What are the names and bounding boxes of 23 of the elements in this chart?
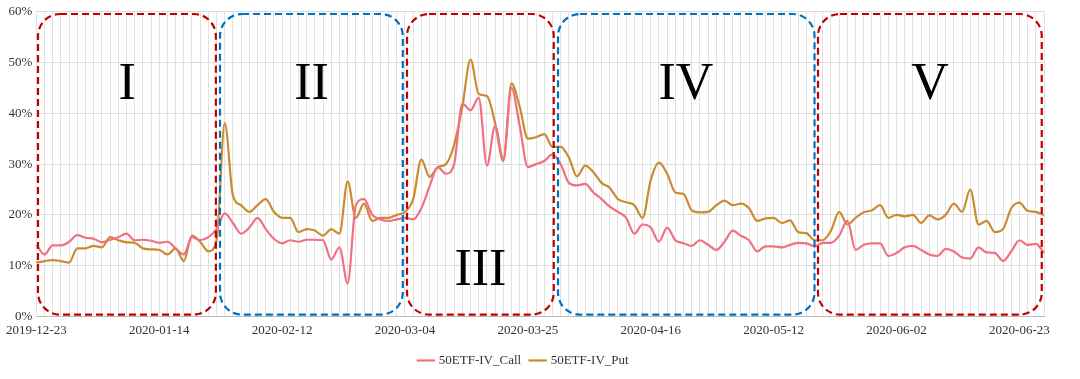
x-tick-label: 2020-06-23 bbox=[989, 321, 1050, 337]
x-tick-label: 2020-03-25 bbox=[497, 321, 559, 337]
annotation: IV bbox=[658, 52, 714, 110]
annotation: V bbox=[911, 52, 949, 110]
y-tick-label: 60% bbox=[8, 3, 33, 19]
x-tick-label: 2020-02-12 bbox=[251, 321, 313, 337]
x-tick-label: 2020-06-02 bbox=[866, 321, 927, 337]
x-tick-label: 2020-05-12 bbox=[743, 321, 804, 337]
y-tick-label: 50% bbox=[8, 53, 33, 69]
annotation: II bbox=[294, 52, 329, 110]
x-tick-label: 2020-04-16 bbox=[620, 321, 682, 337]
x-tick-label: 2019-12-23 bbox=[5, 321, 67, 337]
annotation: III bbox=[454, 238, 507, 296]
x-tick-label: 2020-03-04 bbox=[374, 321, 436, 337]
annotation: I bbox=[118, 52, 136, 110]
y-tick-label: 20% bbox=[8, 206, 33, 222]
y-tick-label: 10% bbox=[8, 257, 33, 273]
y-tick-label: 30% bbox=[8, 155, 33, 171]
y-tick-label: 40% bbox=[8, 104, 33, 120]
legend-label: 50ETF-IV_Put bbox=[550, 351, 630, 367]
x-tick-label: 2020-01-14 bbox=[128, 321, 191, 337]
y-tick-label: 0% bbox=[14, 307, 33, 323]
legend-label: 50ETF-IV_Call bbox=[438, 351, 522, 367]
